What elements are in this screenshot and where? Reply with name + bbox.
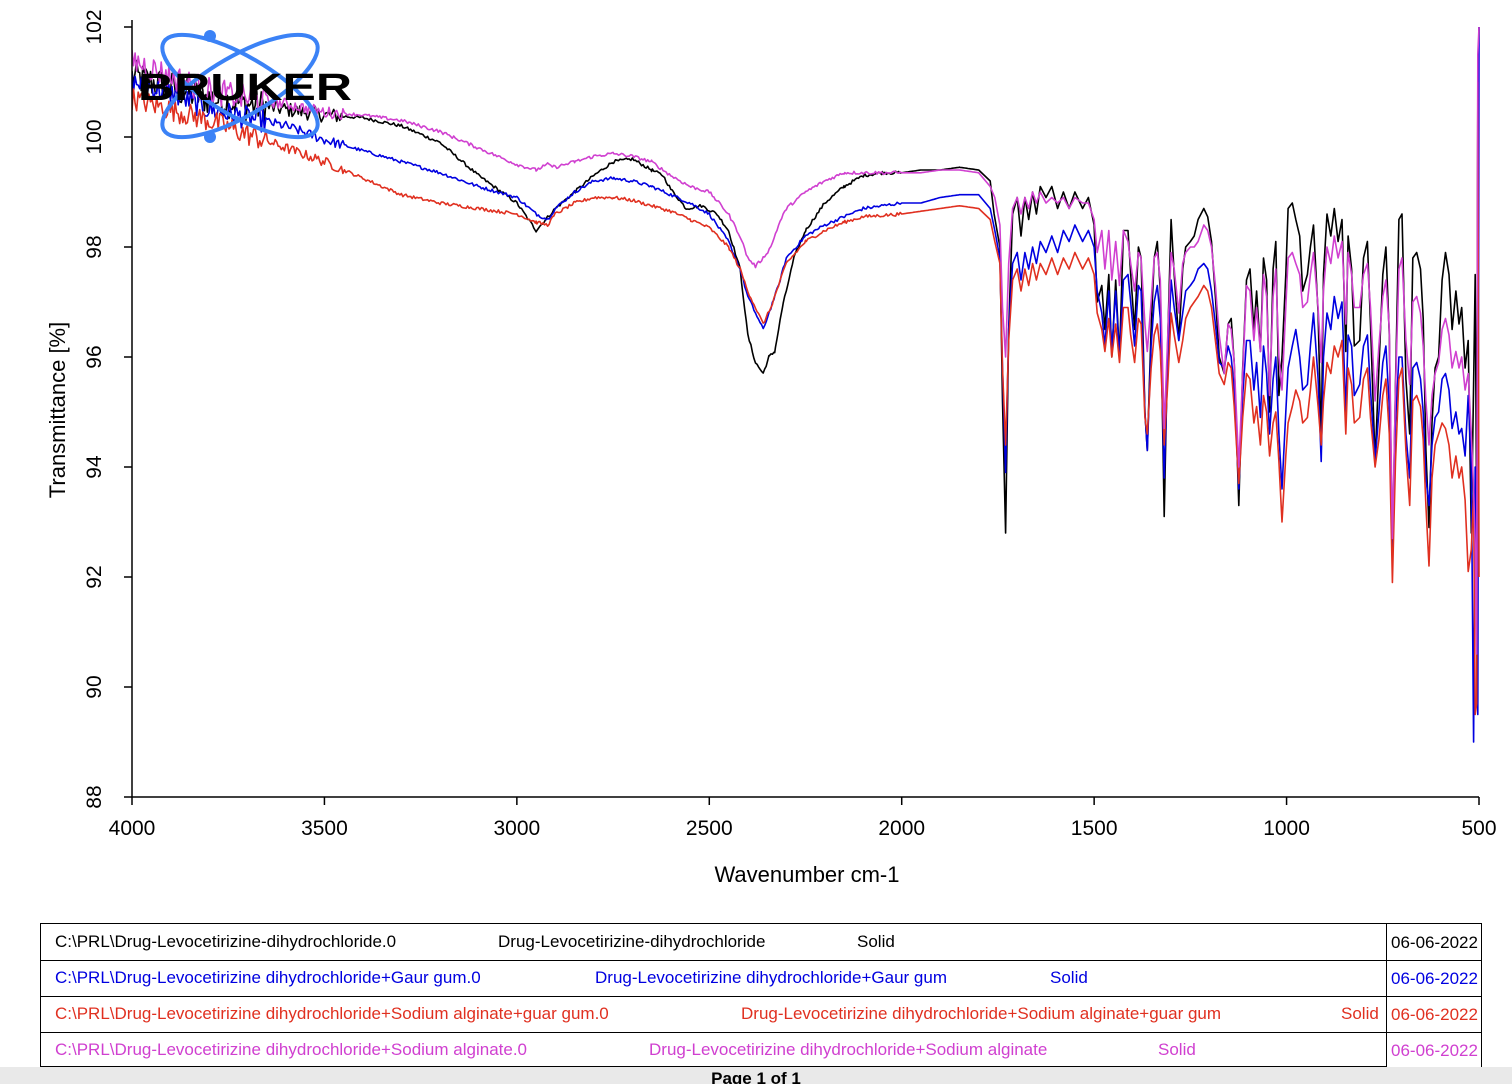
series-layer [132, 26, 1480, 743]
legend-sample-form: Solid [1158, 1040, 1196, 1059]
y-tick-label: 92 [83, 565, 106, 588]
legend-date: 06-06-2022 [1386, 996, 1481, 1032]
legend-sample-name: Drug-Levocetirizine dihydrochloride+Sodi… [649, 1040, 1048, 1059]
legend-row-separator [41, 960, 1481, 961]
legend-date: 06-06-2022 [1386, 924, 1481, 960]
legend-file-path: C:\PRL\Drug-Levocetirizine-dihydrochlori… [55, 932, 397, 951]
legend-date: 06-06-2022 [1386, 1032, 1481, 1068]
page-number: Page 1 of 1 [711, 1069, 801, 1084]
x-tick-label: 1000 [1263, 817, 1310, 840]
x-tick-label: 4000 [109, 817, 156, 840]
logo-ring-2 [160, 32, 320, 140]
logo-dot-2 [204, 131, 216, 143]
spectrum-series-2 [132, 26, 1480, 743]
spectrum-legend-table: C:\PRL\Drug-Levocetirizine-dihydrochlori… [40, 923, 1482, 1068]
footer-bar [0, 1067, 1512, 1084]
legend-file-path: C:\PRL\Drug-Levocetirizine dihydrochlori… [55, 968, 481, 987]
x-tick-label: 3000 [493, 817, 540, 840]
legend-row-separator [41, 996, 1481, 997]
logo-dot-1 [204, 30, 216, 42]
legend-row-separator [41, 1032, 1481, 1033]
legend-row: C:\PRL\Drug-Levocetirizine dihydrochlori… [41, 960, 1481, 996]
legend-sample-form: Solid [1050, 968, 1088, 987]
ftir-chart: 4000 3500 3000 2500 2000 1500 1000 500 88 90 92 94 9… [45, 9, 1497, 887]
legend-row: C:\PRL\Drug-Levocetirizine dihydrochlori… [41, 1032, 1481, 1068]
x-tick-label: 1500 [1071, 817, 1118, 840]
y-tick-label: 88 [83, 785, 106, 808]
y-tick-label: 102 [83, 9, 106, 44]
axes-layer: 4000 3500 3000 2500 2000 1500 1000 500 88 90 92 94 9… [83, 9, 1497, 840]
bruker-logo: BRUKER [138, 30, 352, 143]
legend-row: C:\PRL\Drug-Levocetirizine-dihydrochlori… [41, 924, 1481, 960]
legend-file-path: C:\PRL\Drug-Levocetirizine dihydrochlori… [55, 1004, 609, 1023]
logo-text: BRUKER [138, 67, 352, 109]
legend-date: 06-06-2022 [1386, 960, 1481, 996]
y-tick-label: 96 [83, 345, 106, 368]
page-footer: Page 1 of 1 [0, 1067, 1512, 1084]
legend-row: C:\PRL\Drug-Levocetirizine dihydrochlori… [41, 996, 1481, 1032]
y-axis-label: Transmittance [%] [45, 322, 70, 498]
legend-sample-form: Solid [1341, 1004, 1379, 1023]
legend-file-path: C:\PRL\Drug-Levocetirizine dihydrochlori… [55, 1040, 527, 1059]
spectrum-series-3 [132, 81, 1480, 716]
x-tick-label: 3500 [301, 817, 348, 840]
legend-sample-form: Solid [857, 932, 895, 951]
legend-sample-name: Drug-Levocetirizine-dihydrochloride [498, 932, 766, 951]
legend-sample-name: Drug-Levocetirizine dihydrochloride+Gaur… [595, 968, 947, 987]
y-tick-label: 100 [83, 119, 106, 154]
x-tick-label: 2000 [878, 817, 925, 840]
y-tick-label: 90 [83, 675, 106, 698]
x-tick-label: 500 [1461, 817, 1496, 840]
y-tick-label: 98 [83, 235, 106, 258]
spectrum-series-4 [132, 26, 1480, 655]
legend-sample-name: Drug-Levocetirizine dihydrochloride+Sodi… [741, 1004, 1222, 1023]
x-tick-label: 2500 [686, 817, 733, 840]
x-axis-label: Wavenumber cm-1 [714, 862, 899, 887]
logo-ring-1 [160, 32, 320, 140]
y-tick-label: 94 [83, 455, 106, 479]
